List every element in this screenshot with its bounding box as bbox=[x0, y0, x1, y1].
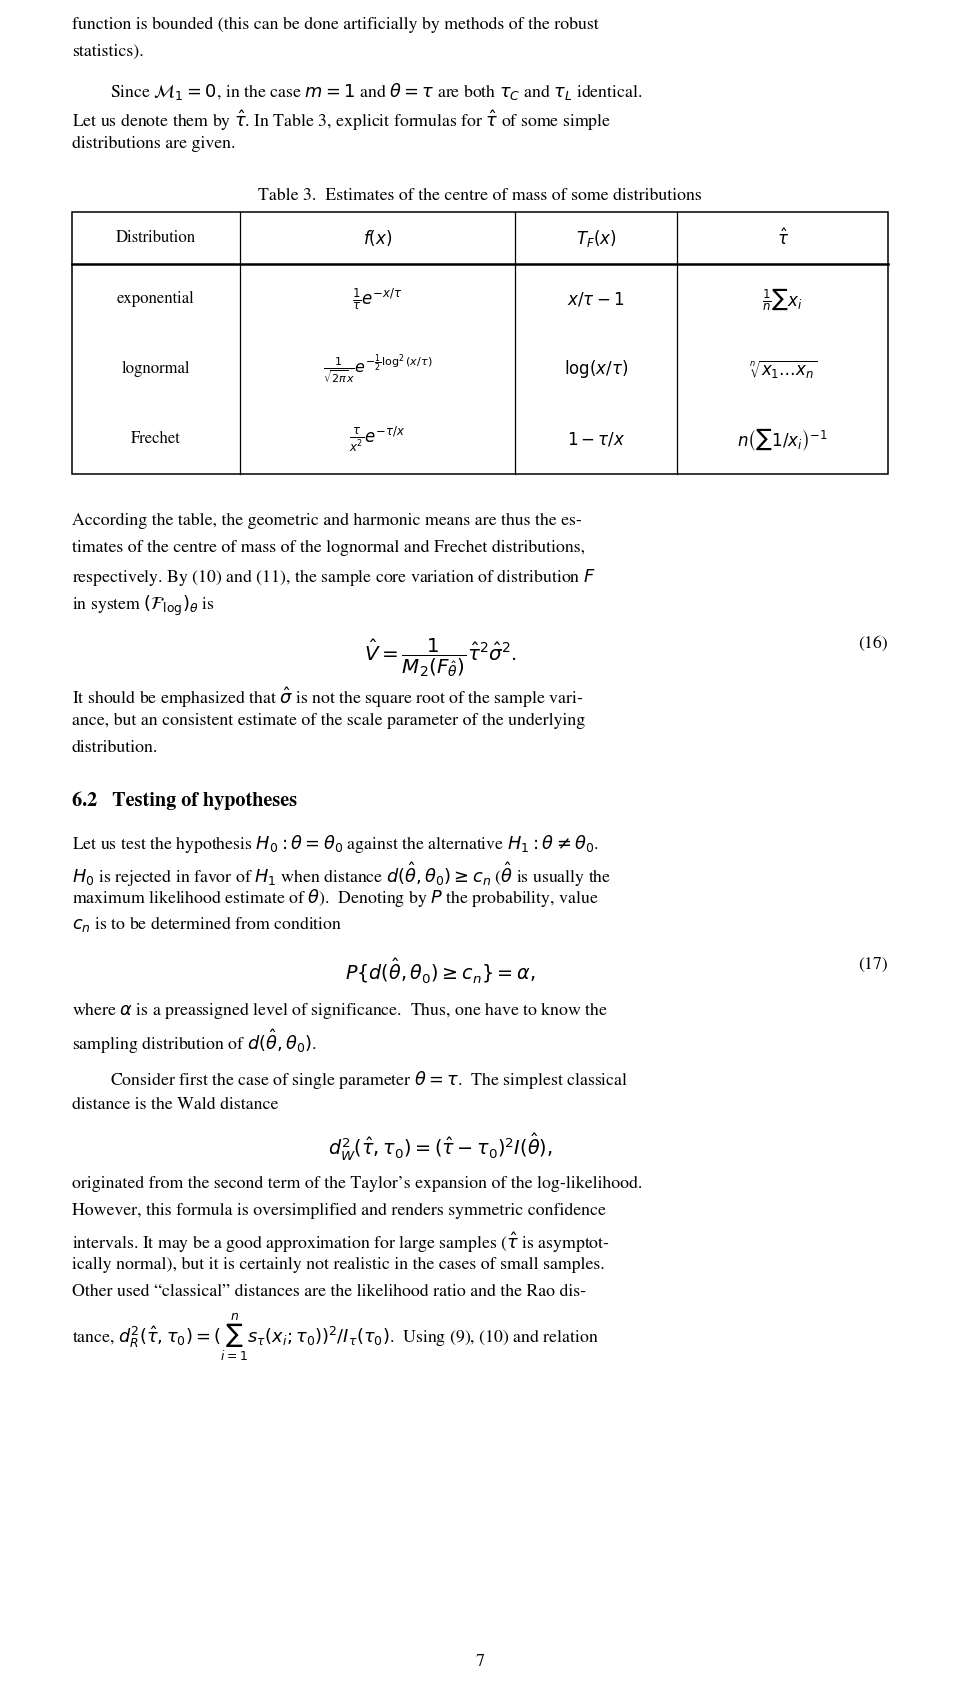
Text: lognormal: lognormal bbox=[122, 361, 190, 378]
Text: According the table, the geometric and harmonic means are thus the es-: According the table, the geometric and h… bbox=[72, 513, 582, 528]
Text: $c_n$ is to be determined from condition: $c_n$ is to be determined from condition bbox=[72, 915, 343, 935]
Text: in system $(\mathcal{F}_{\mathrm{log}})_\theta$ is: in system $(\mathcal{F}_{\mathrm{log}})_… bbox=[72, 594, 215, 618]
Text: sampling distribution of $d(\hat{\theta}, \theta_0)$.: sampling distribution of $d(\hat{\theta}… bbox=[72, 1028, 317, 1057]
Text: distributions are given.: distributions are given. bbox=[72, 135, 235, 152]
Text: $1 - \tau/x$: $1 - \tau/x$ bbox=[567, 430, 626, 449]
Text: $d_W^2(\hat{\tau}, \tau_0) = (\hat{\tau} - \tau_0)^2 I(\hat{\theta}),$: $d_W^2(\hat{\tau}, \tau_0) = (\hat{\tau}… bbox=[327, 1133, 552, 1163]
Text: $T_F(x)$: $T_F(x)$ bbox=[576, 228, 616, 248]
Text: $H_0$ is rejected in favor of $H_1$ when distance $d(\hat{\theta},\theta_0) \geq: $H_0$ is rejected in favor of $H_1$ when… bbox=[72, 859, 612, 888]
Text: function is bounded (this can be done artificially by methods of the robust: function is bounded (this can be done ar… bbox=[72, 17, 599, 34]
Text: $\hat{V} = \dfrac{1}{M_2(F_{\hat{\theta}})}\hat{\tau}^2\hat{\sigma}^2.$: $\hat{V} = \dfrac{1}{M_2(F_{\hat{\theta}… bbox=[364, 636, 516, 679]
Text: Let us test the hypothesis $H_0 : \theta = \theta_0$ against the alternative $H_: Let us test the hypothesis $H_0 : \theta… bbox=[72, 832, 599, 854]
Text: 7: 7 bbox=[475, 1654, 485, 1669]
Text: tance, $d_R^2(\hat{\tau}, \tau_0) = (\sum_{i=1}^n s_\tau(x_i;\tau_0))^2 / I_\tau: tance, $d_R^2(\hat{\tau}, \tau_0) = (\su… bbox=[72, 1312, 599, 1362]
Text: $\frac{1}{\sqrt{2\pi}x}e^{-\frac{1}{2}\log^2(x/\tau)}$: $\frac{1}{\sqrt{2\pi}x}e^{-\frac{1}{2}\l… bbox=[323, 353, 432, 387]
Text: originated from the second term of the Taylor’s expansion of the log-likelihood.: originated from the second term of the T… bbox=[72, 1175, 642, 1192]
Text: $\frac{1}{\tau}e^{-x/\tau}$: $\frac{1}{\tau}e^{-x/\tau}$ bbox=[352, 287, 402, 312]
Text: Distribution: Distribution bbox=[116, 231, 196, 246]
Text: where $\alpha$ is a preassigned level of significance.  Thus, one have to know t: where $\alpha$ is a preassigned level of… bbox=[72, 999, 608, 1021]
Text: $n\left(\sum 1/x_i\right)^{-1}$: $n\left(\sum 1/x_i\right)^{-1}$ bbox=[737, 425, 828, 452]
Text: (16): (16) bbox=[858, 636, 888, 652]
Text: Since $\mathcal{M}_1 = 0$, in the case $m = 1$ and $\theta = \tau$ are both $\ta: Since $\mathcal{M}_1 = 0$, in the case $… bbox=[110, 81, 642, 103]
Text: $\log(x/\tau)$: $\log(x/\tau)$ bbox=[564, 358, 629, 380]
Text: 6.2   Testing of hypotheses: 6.2 Testing of hypotheses bbox=[72, 792, 298, 810]
Text: Other used “classical” distances are the likelihood ratio and the Rao dis-: Other used “classical” distances are the… bbox=[72, 1285, 587, 1300]
Text: $\frac{1}{n}\sum x_i$: $\frac{1}{n}\sum x_i$ bbox=[762, 287, 803, 312]
Text: statistics).: statistics). bbox=[72, 44, 144, 61]
Text: $\frac{\tau}{x^2}e^{-\tau/x}$: $\frac{\tau}{x^2}e^{-\tau/x}$ bbox=[349, 425, 405, 454]
Text: maximum likelihood estimate of $\theta$).  Denoting by $P$ the probability, valu: maximum likelihood estimate of $\theta$)… bbox=[72, 888, 599, 910]
Text: (17): (17) bbox=[858, 957, 888, 972]
Text: Table 3.  Estimates of the centre of mass of some distributions: Table 3. Estimates of the centre of mass… bbox=[258, 187, 702, 204]
Text: $P\{d(\hat{\theta},\theta_0) \geq c_n\} = \alpha,$: $P\{d(\hat{\theta},\theta_0) \geq c_n\} … bbox=[345, 957, 536, 986]
Text: It should be emphasized that $\hat{\sigma}$ is not the square root of the sample: It should be emphasized that $\hat{\sigm… bbox=[72, 685, 584, 711]
Bar bbox=[72, 213, 888, 474]
Text: timates of the centre of mass of the lognormal and Frechet distributions,: timates of the centre of mass of the log… bbox=[72, 540, 586, 555]
Text: Frechet: Frechet bbox=[131, 432, 180, 447]
Text: respectively. By (10) and (11), the sample core variation of distribution $F$: respectively. By (10) and (11), the samp… bbox=[72, 567, 595, 587]
Text: $\sqrt[n]{x_1 \ldots x_n}$: $\sqrt[n]{x_1 \ldots x_n}$ bbox=[749, 358, 817, 380]
Text: intervals. It may be a good approximation for large samples ($\hat{\tau}$ is asy: intervals. It may be a good approximatio… bbox=[72, 1231, 610, 1254]
Text: $x/\tau - 1$: $x/\tau - 1$ bbox=[567, 290, 625, 309]
Text: Consider first the case of single parameter $\theta = \tau$.  The simplest class: Consider first the case of single parame… bbox=[110, 1070, 628, 1092]
Text: $f(x)$: $f(x)$ bbox=[363, 228, 392, 248]
Text: However, this formula is oversimplified and renders symmetric confidence: However, this formula is oversimplified … bbox=[72, 1204, 606, 1219]
Text: distance is the Wald distance: distance is the Wald distance bbox=[72, 1097, 278, 1112]
Text: distribution.: distribution. bbox=[72, 739, 158, 756]
Text: ance, but an consistent estimate of the scale parameter of the underlying: ance, but an consistent estimate of the … bbox=[72, 712, 586, 729]
Text: $\hat{\tau}$: $\hat{\tau}$ bbox=[777, 228, 789, 248]
Text: ically normal), but it is certainly not realistic in the cases of small samples.: ically normal), but it is certainly not … bbox=[72, 1258, 605, 1273]
Text: Let us denote them by $\hat{\tau}$. In Table 3, explicit formulas for $\hat{\tau: Let us denote them by $\hat{\tau}$. In T… bbox=[72, 108, 612, 133]
Text: exponential: exponential bbox=[117, 292, 195, 307]
